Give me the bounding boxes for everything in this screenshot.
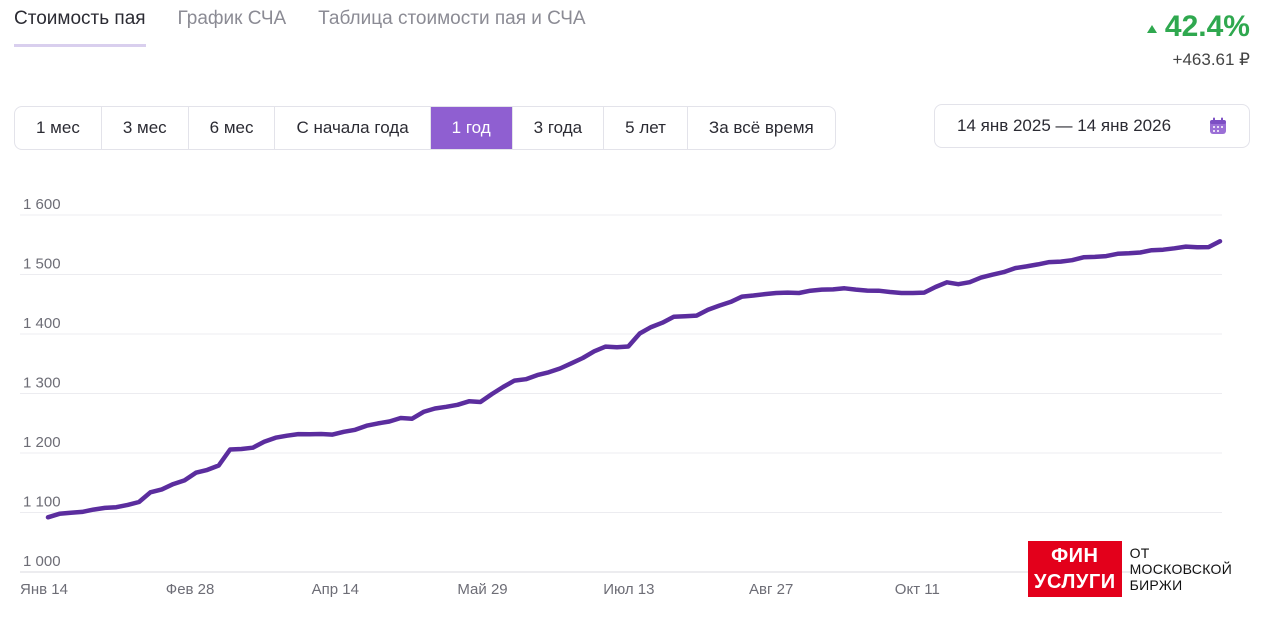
series-line — [45, 239, 1223, 520]
period-ytd-button[interactable]: С начала года — [275, 107, 431, 149]
change-percent: 42.4% — [1164, 10, 1250, 43]
date-range-picker[interactable]: 14 янв 2025 — 14 янв 2026 — [934, 104, 1250, 148]
y-tick-label: 1 600 — [23, 196, 61, 213]
date-range-label: 14 янв 2025 — 14 янв 2026 — [957, 116, 1172, 135]
period-3y-button[interactable]: 3 года — [513, 107, 605, 149]
period-5y-button[interactable]: 5 лет — [604, 107, 688, 149]
x-tick-label: Янв 14 — [20, 581, 68, 598]
y-tick-label: 1 100 — [23, 494, 61, 511]
tab-nav-chart[interactable]: График СЧА — [177, 8, 287, 29]
x-tick-label: Окт 11 — [895, 581, 940, 598]
logo-caption: ОТ МОСКОВСКОЙ БИРЖИ — [1129, 545, 1233, 593]
period-all-button[interactable]: За всё время — [708, 118, 814, 137]
triangle-up-icon — [1146, 25, 1157, 33]
y-tick-label: 1 200 — [23, 434, 61, 451]
y-axis: 1 000 1 100 1 200 1 300 1 400 1 500 1 600 — [23, 196, 61, 570]
calendar-icon[interactable] — [1209, 117, 1227, 135]
tab-unit-price[interactable]: Стоимость пая — [14, 8, 146, 47]
chart-series — [45, 239, 1223, 520]
period-selector: 1 мес 3 мес 6 мес С начала года 1 год 3 … — [14, 106, 836, 150]
period-3m-button[interactable]: 3 мес — [102, 107, 189, 149]
price-chart: 1 000 1 100 1 200 1 300 1 400 1 500 1 600 Янв … — [20, 196, 1223, 598]
y-tick-label: 1 400 — [23, 315, 61, 332]
x-tick-label: Май 29 — [457, 581, 507, 598]
tab-bar: Стоимость пая График СЧА Таблица стоимос… — [14, 8, 618, 47]
x-tick-label: Июл 13 — [603, 581, 654, 598]
x-tick-label: Апр 14 — [312, 581, 359, 598]
y-tick-label: 1 000 — [23, 553, 61, 570]
x-axis: Янв 14 Фев 28 Апр 14 Май 29 Июл 13 Авг 27 Окт … — [20, 581, 940, 598]
y-tick-label: 1 300 — [23, 375, 61, 392]
tab-price-nav-table[interactable]: Таблица стоимости пая и СЧА — [318, 8, 586, 29]
logo-red-block: ФИН УСЛУГИ — [1028, 541, 1122, 597]
x-tick-label: Авг 27 — [749, 581, 793, 598]
x-tick-label: Фев 28 — [166, 581, 215, 598]
y-tick-label: 1 500 — [23, 256, 61, 273]
change-absolute: +463.61 ₽ — [1172, 50, 1250, 69]
change-summary: 42.4% +463.61 ₽ — [1146, 10, 1250, 70]
period-6m-button[interactable]: 6 мес — [189, 107, 276, 149]
period-1y-button[interactable]: 1 год — [430, 107, 513, 149]
chart-grid — [20, 214, 1222, 573]
period-1m-button[interactable]: 1 мес — [15, 107, 102, 149]
finuslugi-logo: ФИН УСЛУГИ ОТ МОСКОВСКОЙ БИРЖИ — [1028, 541, 1232, 597]
